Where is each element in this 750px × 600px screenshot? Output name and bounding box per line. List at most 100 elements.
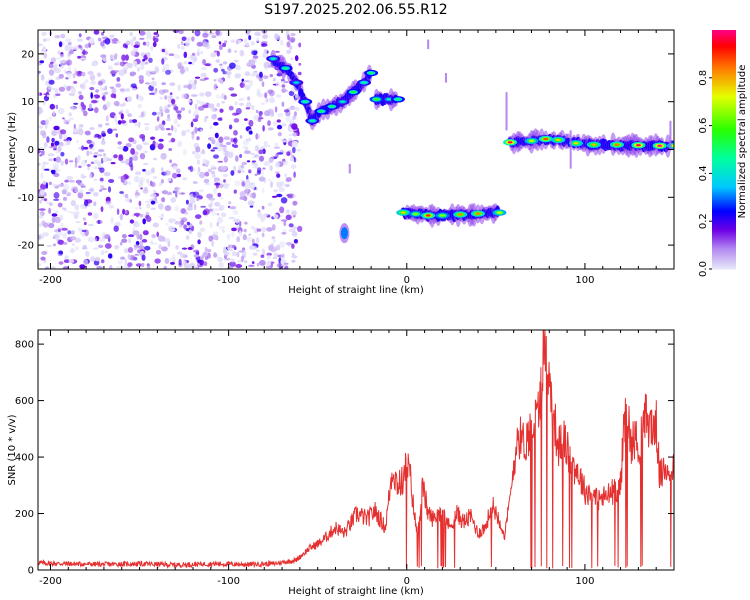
noise-speckle (60, 222, 64, 229)
ridge-core (413, 212, 419, 216)
noise-speckle (93, 201, 97, 207)
noise-speckle (206, 193, 214, 199)
noise-speckle (145, 70, 152, 77)
noise-speckle (81, 175, 87, 179)
noise-speckle (46, 136, 50, 143)
noise-speckle (89, 103, 92, 110)
noise-speckle (40, 149, 45, 156)
noise-speckle (275, 50, 280, 53)
noise-speckle (272, 239, 276, 243)
noise-speckle (234, 218, 241, 224)
noise-speckle (231, 112, 239, 116)
colorbar-step (712, 103, 736, 107)
noise-speckle (72, 243, 75, 246)
noise-speckle (247, 96, 251, 101)
noise-speckle (100, 187, 107, 191)
colorbar-step (712, 65, 736, 69)
noise-speckle (283, 150, 287, 154)
noise-speckle (100, 206, 104, 213)
noise-speckle (150, 136, 156, 140)
noise-speckle (191, 133, 195, 140)
noise-speckle (60, 160, 64, 166)
colorbar-step (712, 135, 736, 139)
noise-speckle (85, 250, 90, 258)
noise-speckle (272, 79, 276, 82)
y-tick-label: 200 (15, 509, 34, 520)
noise-speckle (198, 171, 206, 179)
colorbar-step (712, 169, 736, 173)
noise-speckle (99, 165, 103, 169)
noise-speckle (127, 253, 131, 260)
noise-speckle (50, 169, 56, 174)
noise-speckle (287, 34, 290, 41)
noise-speckle (120, 176, 125, 183)
noise-speckle (108, 66, 113, 71)
noise-speckle (108, 253, 113, 259)
noise-speckle (174, 205, 180, 212)
noise-speckle (239, 102, 244, 106)
colorbar-step (712, 71, 736, 75)
noise-speckle (268, 178, 271, 182)
noise-speckle (267, 120, 271, 127)
noise-speckle (230, 39, 235, 43)
noise-speckle (74, 162, 78, 168)
noise-speckle (228, 124, 233, 130)
noise-speckle (154, 142, 159, 148)
noise-speckle (105, 200, 112, 205)
colorbar-step (712, 185, 736, 188)
noise-speckle (213, 208, 220, 212)
noise-speckle (81, 71, 86, 77)
noise-speckle (38, 216, 44, 219)
noise-speckle (278, 187, 285, 193)
noise-speckle (267, 255, 271, 260)
noise-speckle (270, 181, 273, 188)
noise-speckle (57, 50, 61, 55)
noise-speckle (141, 239, 148, 243)
noise-speckle (208, 197, 216, 201)
colorbar-step (712, 61, 736, 65)
noise-speckle (219, 108, 224, 113)
noise-speckle (192, 52, 196, 56)
noise-speckle (78, 165, 82, 169)
ridge-core (293, 81, 299, 84)
noise-speckle (145, 170, 152, 176)
colorbar-step (712, 257, 736, 260)
noise-speckle (146, 51, 151, 58)
noise-speckle (234, 101, 238, 106)
noise-speckle (146, 216, 152, 223)
noise-speckle (76, 156, 81, 164)
noise-speckle (242, 182, 246, 187)
noise-speckle (66, 60, 71, 64)
x-tick-label: 100 (575, 576, 594, 587)
noise-speckle (100, 41, 105, 47)
noise-speckle (179, 191, 182, 195)
noise-speckle (81, 145, 85, 151)
noise-speckle (66, 176, 73, 181)
noise-speckle (173, 118, 178, 125)
noise-speckle (210, 211, 217, 216)
noise-speckle (169, 95, 173, 99)
noise-speckle (177, 44, 181, 49)
noise-speckle (247, 200, 255, 206)
noise-speckle (256, 237, 260, 244)
noise-speckle (216, 145, 224, 152)
noise-speckle (158, 138, 164, 142)
noise-speckle (121, 238, 128, 243)
noise-speckle (196, 259, 202, 263)
noise-speckle (69, 160, 74, 163)
colorbar-step (712, 95, 736, 99)
noise-speckle (58, 73, 64, 79)
noise-speckle (134, 122, 138, 127)
noise-speckle (70, 247, 75, 254)
noise-speckle (219, 44, 223, 51)
noise-speckle (211, 114, 218, 120)
noise-speckle (291, 210, 297, 216)
noise-speckle (119, 241, 123, 246)
noise-speckle (211, 107, 215, 113)
noise-speckle (170, 197, 177, 203)
noise-speckle (194, 30, 201, 37)
colorbar-gradient (712, 30, 736, 270)
noise-speckle (193, 249, 200, 253)
ridge-core (573, 142, 579, 145)
noise-speckle (42, 46, 47, 53)
